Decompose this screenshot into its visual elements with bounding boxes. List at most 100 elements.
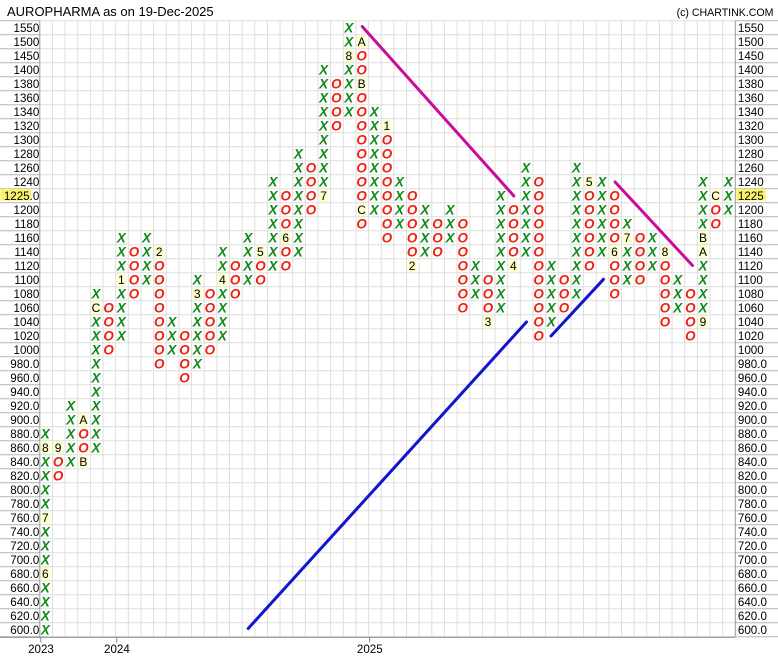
svg-text:O: O (533, 245, 544, 260)
svg-text:740.0: 740.0 (738, 526, 767, 539)
svg-text:X: X (698, 175, 709, 190)
svg-text:X: X (546, 287, 557, 302)
svg-text:X: X (318, 161, 329, 176)
svg-text:O: O (533, 175, 544, 190)
svg-text:1080: 1080 (14, 288, 40, 301)
svg-text:X: X (192, 273, 203, 288)
svg-text:O: O (205, 287, 216, 302)
svg-text:O: O (356, 189, 367, 204)
svg-text:X: X (470, 259, 481, 274)
svg-text:2: 2 (409, 259, 416, 273)
svg-text:X: X (571, 189, 582, 204)
svg-text:X: X (495, 231, 506, 246)
svg-text:1400: 1400 (738, 64, 764, 77)
svg-text:O: O (533, 189, 544, 204)
svg-text:X: X (217, 245, 228, 260)
svg-text:X: X (166, 329, 177, 344)
svg-text:X: X (116, 287, 127, 302)
svg-text:O: O (356, 49, 367, 64)
svg-text:X: X (65, 413, 76, 428)
svg-text:O: O (533, 217, 544, 232)
svg-text:2023: 2023 (28, 643, 54, 656)
svg-text:940.0: 940.0 (738, 386, 767, 399)
svg-text:X: X (596, 175, 607, 190)
svg-text:O: O (559, 273, 570, 288)
svg-text:X: X (672, 301, 683, 316)
svg-text:O: O (432, 231, 443, 246)
svg-text:X: X (369, 175, 380, 190)
svg-text:O: O (205, 329, 216, 344)
svg-text:O: O (382, 231, 393, 246)
svg-text:720.0: 720.0 (738, 540, 767, 553)
svg-text:680.0: 680.0 (10, 568, 39, 581)
svg-text:X: X (571, 259, 582, 274)
svg-text:O: O (382, 203, 393, 218)
svg-text:X: X (596, 231, 607, 246)
svg-text:X: X (116, 301, 127, 316)
svg-text:X: X (116, 231, 127, 246)
svg-text:X: X (394, 189, 405, 204)
svg-text:820.0: 820.0 (738, 470, 767, 483)
svg-text:O: O (356, 175, 367, 190)
svg-text:1180: 1180 (738, 218, 763, 231)
svg-text:X: X (293, 217, 304, 232)
svg-text:X: X (91, 413, 102, 428)
svg-text:1280: 1280 (738, 148, 764, 161)
svg-text:X: X (546, 315, 557, 330)
svg-text:O: O (533, 301, 544, 316)
svg-text:980.0: 980.0 (738, 358, 767, 371)
svg-text:O: O (584, 217, 595, 232)
svg-text:900.0: 900.0 (10, 414, 39, 427)
svg-text:X: X (318, 175, 329, 190)
svg-text:X: X (217, 259, 228, 274)
svg-text:X: X (40, 525, 51, 540)
svg-text:O: O (407, 231, 418, 246)
svg-text:X: X (40, 483, 51, 498)
svg-text:1200: 1200 (738, 204, 764, 217)
svg-text:A: A (699, 245, 707, 259)
svg-text:O: O (432, 245, 443, 260)
svg-text:O: O (103, 301, 114, 316)
svg-text:1225.0: 1225.0 (4, 190, 39, 203)
svg-text:X: X (596, 217, 607, 232)
svg-text:O: O (533, 273, 544, 288)
svg-text:X: X (571, 231, 582, 246)
svg-text:O: O (685, 315, 696, 330)
svg-text:X: X (343, 35, 354, 50)
svg-text:X: X (343, 77, 354, 92)
svg-text:X: X (571, 161, 582, 176)
svg-text:X: X (470, 273, 481, 288)
svg-text:X: X (495, 287, 506, 302)
svg-text:X: X (520, 189, 531, 204)
svg-text:1100: 1100 (14, 274, 39, 287)
svg-text:X: X (91, 399, 102, 414)
svg-text:1260: 1260 (14, 162, 40, 175)
svg-text:O: O (660, 287, 671, 302)
svg-text:X: X (40, 609, 51, 624)
svg-text:O: O (508, 245, 519, 260)
svg-text:O: O (483, 301, 494, 316)
svg-text:1300: 1300 (738, 134, 764, 147)
svg-text:X: X (268, 217, 279, 232)
svg-text:1160: 1160 (738, 232, 763, 245)
svg-text:X: X (268, 203, 279, 218)
svg-text:X: X (622, 245, 633, 260)
svg-text:X: X (369, 133, 380, 148)
svg-text:1280: 1280 (14, 148, 40, 161)
svg-text:X: X (596, 245, 607, 260)
svg-text:O: O (407, 203, 418, 218)
svg-text:O: O (609, 231, 620, 246)
svg-text:620.0: 620.0 (738, 610, 767, 623)
svg-text:X: X (546, 301, 557, 316)
svg-text:X: X (698, 203, 709, 218)
svg-text:1240: 1240 (14, 176, 40, 189)
svg-text:O: O (584, 245, 595, 260)
svg-text:X: X (318, 133, 329, 148)
svg-text:800.0: 800.0 (738, 484, 767, 497)
svg-text:O: O (457, 217, 468, 232)
svg-text:O: O (306, 161, 317, 176)
svg-text:1240: 1240 (738, 176, 764, 189)
svg-text:X: X (520, 217, 531, 232)
svg-text:O: O (533, 329, 544, 344)
svg-text:1020: 1020 (14, 330, 40, 343)
